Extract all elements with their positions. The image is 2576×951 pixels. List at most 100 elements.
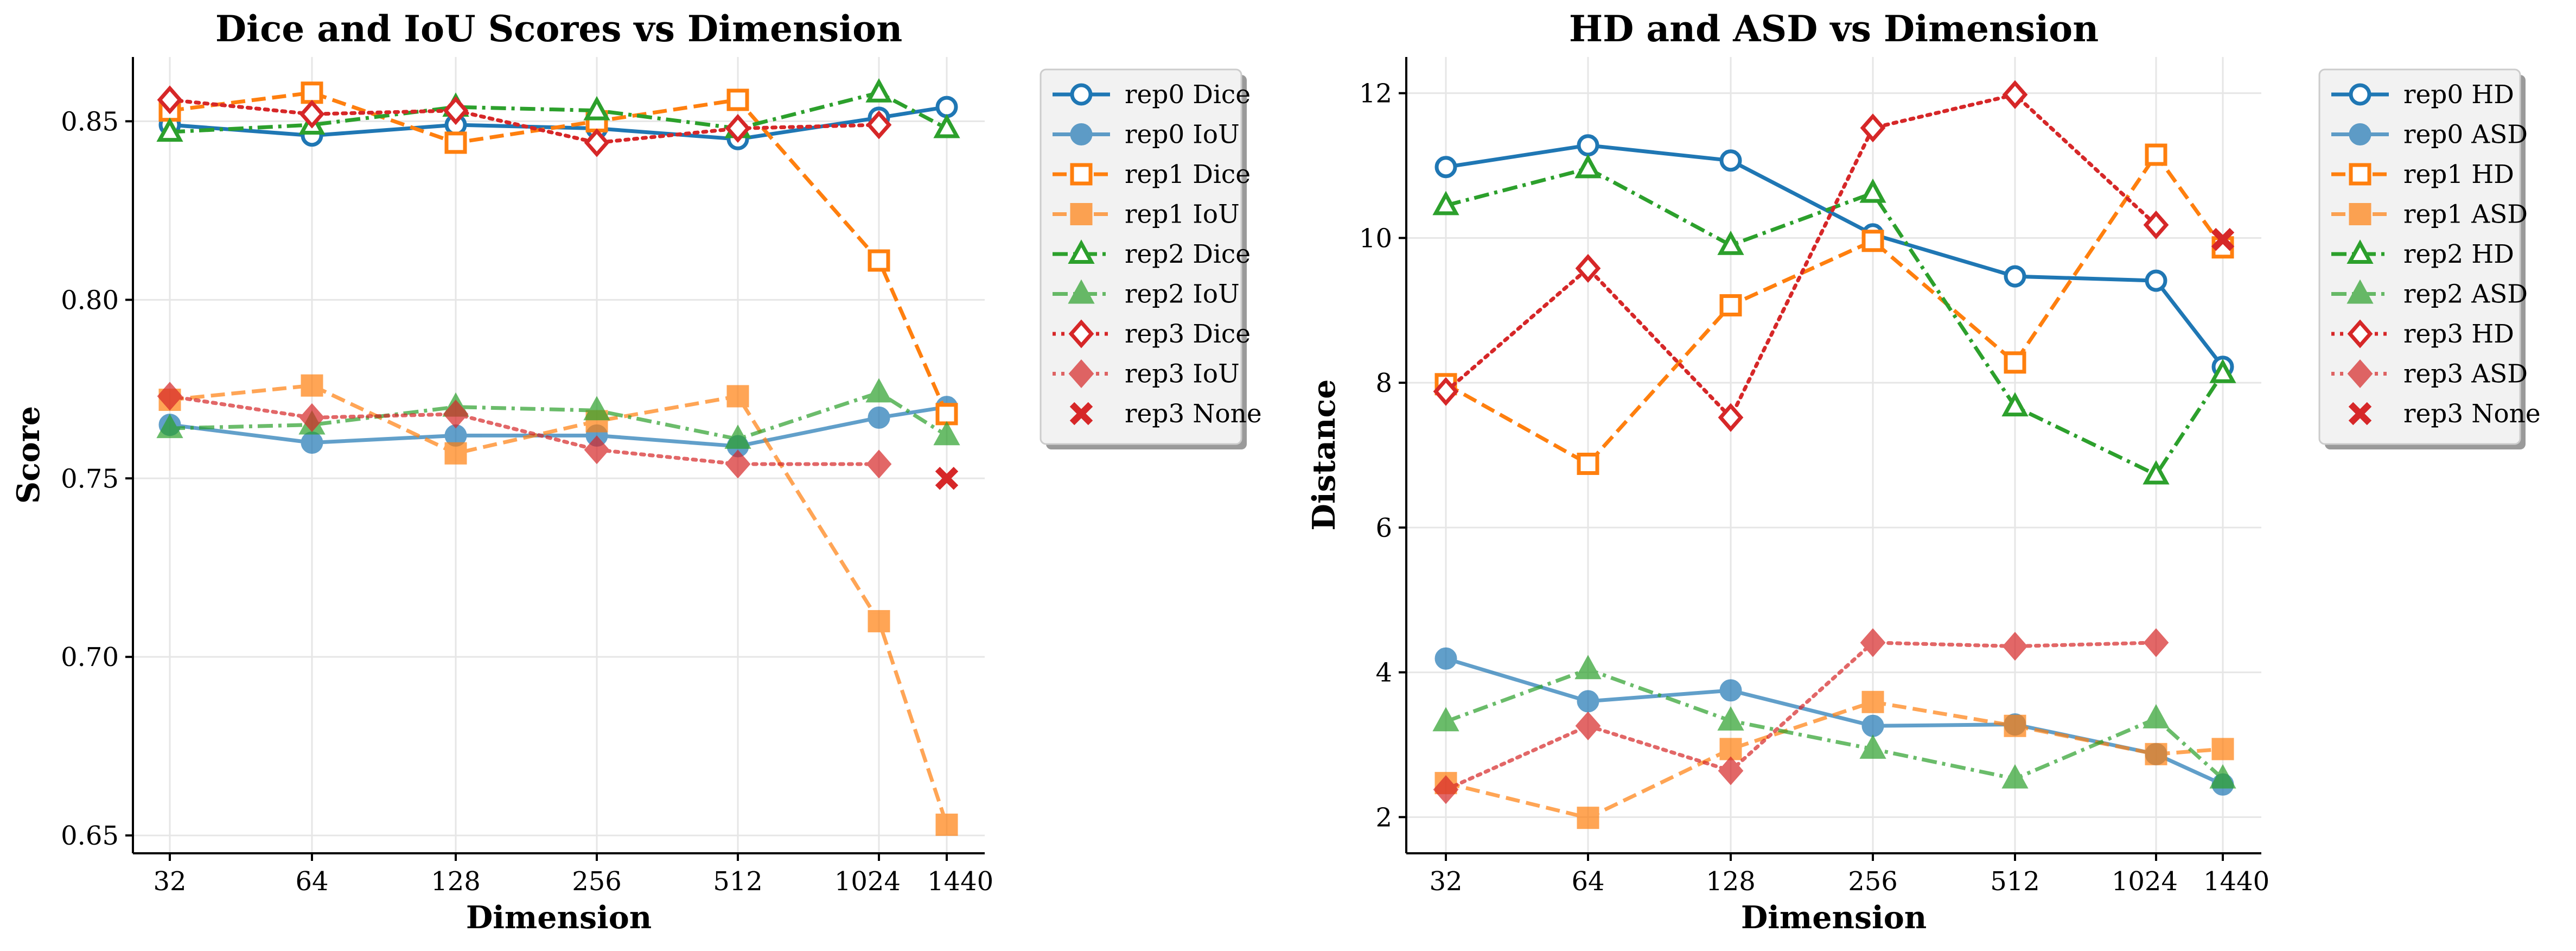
score-chart-ytick-label: 0.80 bbox=[61, 285, 119, 315]
series-line bbox=[1445, 143, 2224, 368]
score-series-rep1-iou bbox=[158, 374, 958, 836]
distance-chart-xtick-label: 512 bbox=[1990, 866, 2040, 897]
data-point bbox=[1577, 453, 1599, 476]
data-point bbox=[156, 414, 183, 439]
data-point bbox=[1719, 294, 1742, 316]
legend-swatch bbox=[2331, 123, 2389, 145]
data-point bbox=[933, 113, 960, 138]
data-point bbox=[724, 424, 751, 449]
data-point bbox=[583, 96, 610, 121]
legend-label: rep1 Dice bbox=[1125, 160, 1251, 189]
data-point bbox=[2209, 358, 2236, 383]
distance-chart-xtick-label: 128 bbox=[1706, 866, 1756, 897]
data-point bbox=[2001, 764, 2029, 789]
distance-chart-ytick-label: 2 bbox=[1375, 802, 1392, 833]
data-point bbox=[1718, 756, 1744, 785]
data-point bbox=[1577, 807, 1599, 829]
data-point bbox=[444, 131, 467, 154]
data-point bbox=[2143, 460, 2170, 485]
data-point bbox=[299, 99, 325, 129]
series-line bbox=[168, 394, 881, 466]
legend-label: rep2 HD bbox=[2403, 239, 2514, 269]
data-point bbox=[866, 449, 892, 479]
series-line bbox=[1444, 92, 2158, 420]
legend-label: rep2 Dice bbox=[1125, 239, 1251, 269]
data-point bbox=[1575, 253, 1601, 283]
data-point bbox=[1861, 230, 1884, 252]
score-series-rep1-dice bbox=[158, 81, 958, 426]
data-point bbox=[2002, 632, 2028, 661]
distance-chart-grid bbox=[1406, 57, 2261, 853]
data-point bbox=[2001, 392, 2029, 417]
legend-swatch bbox=[1053, 279, 1110, 304]
data-point bbox=[865, 78, 892, 103]
data-point bbox=[1861, 690, 1884, 713]
data-point bbox=[443, 400, 469, 429]
distance-series-rep2-hd bbox=[1432, 154, 2236, 485]
distance-series-rep2-asd bbox=[1432, 655, 2236, 789]
score-chart-xtick-label: 512 bbox=[713, 866, 763, 897]
distance-chart-x-ticks: 32 64 128 256 512 1024 1440 bbox=[1429, 853, 2269, 897]
data-point bbox=[584, 435, 610, 465]
legend-marker bbox=[1069, 402, 1093, 426]
data-point bbox=[1717, 230, 1744, 255]
legend-label: rep1 ASD bbox=[2403, 200, 2528, 230]
distance-series-rep1-asd bbox=[1434, 690, 2234, 829]
legend-label: rep3 HD bbox=[2403, 319, 2514, 349]
legend-label: rep0 Dice bbox=[1125, 80, 1251, 110]
score-series-rep3-iou bbox=[157, 382, 892, 479]
legend-marker bbox=[2349, 123, 2371, 145]
data-point bbox=[2004, 265, 2026, 288]
data-point bbox=[1718, 403, 1744, 432]
series-line bbox=[1445, 700, 2223, 820]
data-point bbox=[301, 374, 323, 397]
data-point bbox=[1717, 706, 1744, 731]
legend-marker bbox=[1068, 239, 1095, 264]
data-point bbox=[1574, 655, 1602, 680]
distance-chart-ytick-label: 4 bbox=[1375, 658, 1392, 688]
legend-label: rep0 ASD bbox=[2403, 120, 2528, 150]
distance-chart-xtick-label: 32 bbox=[1429, 866, 1462, 897]
data-point bbox=[1719, 679, 1742, 702]
distance-series-rep3-hd bbox=[1433, 80, 2169, 432]
data-point bbox=[1577, 690, 1599, 713]
score-chart-y-ticks: 0.65 0.70 0.75 0.80 0.85 bbox=[61, 106, 133, 851]
data-point bbox=[1859, 178, 1886, 203]
legend-label: rep3 None bbox=[2403, 399, 2541, 429]
legend-swatch bbox=[1053, 163, 1110, 186]
legend-marker bbox=[1070, 123, 1093, 145]
data-point bbox=[866, 110, 892, 140]
data-point bbox=[935, 96, 958, 118]
series-line bbox=[169, 390, 948, 441]
legend-swatch bbox=[1069, 402, 1093, 426]
score-chart-x-ticks: 32 64 128 256 512 1024 1440 bbox=[153, 853, 993, 897]
distance-series-rep0-asd bbox=[1434, 647, 2234, 796]
data-point bbox=[1860, 628, 1886, 657]
legend-swatch bbox=[2331, 359, 2389, 389]
distance-chart-xtick-label: 1024 bbox=[2112, 866, 2178, 897]
legend-marker bbox=[1068, 319, 1094, 348]
legend-label: rep3 ASD bbox=[2403, 359, 2528, 389]
score-chart-xtick-label: 256 bbox=[572, 866, 622, 897]
data-point bbox=[301, 81, 323, 104]
distance-series-rep3-asd bbox=[1433, 628, 2169, 804]
score-chart-title: Dice and IoU Scores vs Dimension bbox=[215, 8, 902, 50]
score-chart-ytick-label: 0.70 bbox=[61, 642, 119, 673]
data-point bbox=[299, 403, 325, 432]
data-point bbox=[1434, 647, 1457, 670]
score-chart-ytick-label: 0.75 bbox=[61, 464, 119, 494]
distance-chart-ytick-label: 12 bbox=[1359, 79, 1392, 109]
legend-marker bbox=[1070, 163, 1093, 186]
score-chart-xtick-label: 32 bbox=[153, 866, 186, 897]
score-chart-y-label: Score bbox=[10, 406, 47, 504]
legend-swatch bbox=[1053, 203, 1110, 225]
data-point bbox=[584, 128, 610, 157]
legend-label: rep3 IoU bbox=[1125, 359, 1240, 389]
distance-chart: HD and ASD vs Dimension 2 4 6 8 10 12 32 64 128… bbox=[1306, 8, 2541, 936]
score-chart-x-label: Dimension bbox=[466, 899, 652, 936]
data-point bbox=[1432, 707, 1459, 732]
distance-chart-xtick-label: 256 bbox=[1848, 866, 1898, 897]
data-point bbox=[726, 385, 749, 408]
data-point bbox=[2145, 143, 2167, 166]
score-series-rep0-dice bbox=[158, 96, 958, 150]
